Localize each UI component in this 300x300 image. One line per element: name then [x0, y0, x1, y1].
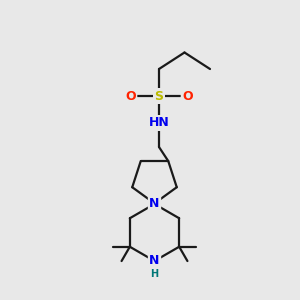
Text: N: N	[149, 254, 160, 268]
Text: O: O	[125, 89, 136, 103]
Text: S: S	[154, 89, 164, 103]
Text: O: O	[182, 89, 193, 103]
Text: H: H	[150, 268, 159, 279]
Text: N: N	[149, 197, 160, 210]
Text: HN: HN	[148, 116, 170, 130]
